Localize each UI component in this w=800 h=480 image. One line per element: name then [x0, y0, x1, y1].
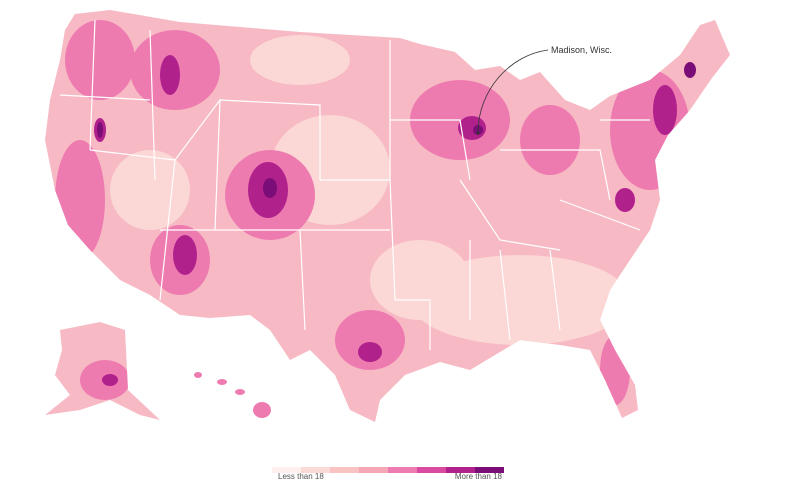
legend-swatch — [417, 467, 446, 473]
legend-swatch — [388, 467, 417, 473]
hawaii — [194, 372, 271, 418]
annotation-leader — [477, 49, 549, 134]
legend-swatch — [359, 467, 388, 473]
annotation-label: Madison, Wisc. — [551, 45, 612, 55]
legend-low-label: Less than 18 — [278, 472, 324, 480]
legend-swatch — [272, 467, 301, 473]
annotation-dot — [476, 131, 480, 135]
legend-swatch — [475, 467, 504, 473]
legend-swatch — [446, 467, 475, 473]
legend — [272, 467, 504, 473]
contiguous-states — [45, 10, 730, 422]
alaska — [45, 322, 160, 420]
legend-high-label: More than 18 — [455, 472, 503, 480]
legend-swatch — [330, 467, 359, 473]
legend-swatch — [301, 467, 330, 473]
